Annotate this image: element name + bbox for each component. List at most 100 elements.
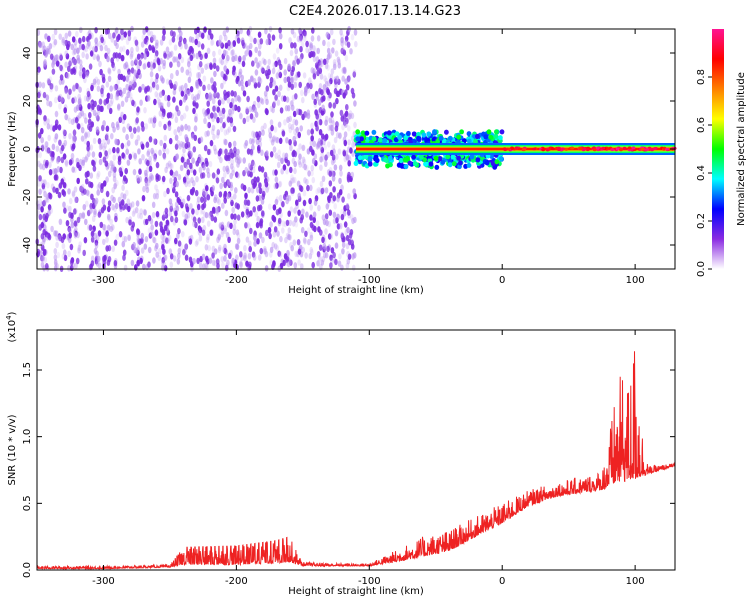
spectrogram-cell [411, 154, 416, 160]
spectrogram-cell [252, 136, 256, 143]
spectrogram-cell [212, 50, 216, 58]
spectrogram-cell [179, 164, 184, 172]
spectrogram-cell [216, 168, 221, 175]
spectrogram-cell [233, 146, 237, 154]
spectrogram-cell [168, 210, 173, 217]
spectrogram-cell [122, 75, 126, 82]
spectrogram-cell [256, 101, 261, 109]
spectrogram-cell [47, 234, 52, 241]
spectrogram-cell [327, 94, 331, 102]
spectrogram-cell [337, 260, 342, 267]
spectrogram-cell [329, 28, 334, 36]
spectrogram-cell [196, 203, 201, 211]
spectrogram-cell [234, 243, 239, 250]
spectrogram-cell [147, 227, 152, 234]
spectrogram-cell [197, 229, 202, 236]
spectrogram-cell [37, 91, 41, 99]
spectrogram-cell [342, 66, 347, 74]
spectrogram-cell [212, 112, 217, 119]
spectrogram-cell [171, 36, 176, 43]
spectrogram-cell [42, 213, 46, 221]
spectrogram-cell [426, 131, 432, 137]
spectrogram-cell [242, 184, 247, 192]
spectrogram-cell [105, 245, 109, 252]
spectrogram-cell [202, 188, 206, 195]
spectrogram-cell [114, 202, 119, 210]
spectrogram-cell [96, 189, 100, 196]
spectrogram-cell [466, 162, 472, 168]
spectrogram-cell [363, 153, 369, 159]
spectrogram-cell [48, 169, 53, 176]
spectrogram-cell [276, 99, 281, 106]
spectrogram-cell [450, 154, 456, 160]
spectrogram-cell [327, 233, 332, 240]
spectrogram-cell [399, 163, 405, 169]
spectrogram-cell [200, 43, 205, 50]
spectrogram-cell [106, 92, 111, 100]
spectrogram-cell [142, 208, 147, 216]
spectrogram-cell [148, 117, 152, 124]
spectrogram-cell [445, 154, 451, 160]
spectrogram-cell [184, 123, 188, 131]
spectrogram-cell [90, 230, 95, 237]
spectrogram-cell [100, 207, 105, 214]
spectrogram-cell [151, 81, 156, 88]
spectrogram-cell [271, 106, 275, 114]
spectrogram-cell [181, 231, 185, 238]
spectrogram-cell [123, 31, 127, 38]
spectrogram-cell [179, 140, 184, 148]
spectrogram-cell [67, 30, 72, 37]
spectrogram-cell [212, 207, 216, 214]
spectrogram-cell [285, 197, 290, 205]
spectrogram-cell [152, 193, 157, 200]
spectrogram-cell [302, 158, 307, 166]
spectrogram-cell [284, 105, 289, 112]
spectrogram-cell [156, 97, 160, 104]
spectrogram-cell [38, 188, 42, 195]
spectrogram-cell [84, 131, 88, 138]
spectrogram-cell [146, 150, 150, 157]
spectrogram-cell [182, 96, 187, 103]
spectrogram-cell [114, 94, 119, 101]
spectrogram-cell [66, 43, 70, 51]
spectrogram-cell [219, 156, 223, 164]
spectrogram-cell [96, 184, 101, 191]
spectrogram-cell [122, 193, 127, 200]
spectrogram-cell [305, 164, 309, 172]
spectrogram-cell [306, 129, 311, 136]
spectrogram-cell [419, 154, 424, 160]
spectrogram-cell [195, 176, 199, 183]
spectrogram-cell [315, 94, 320, 101]
spectrogram-cell [203, 144, 208, 152]
spectrogram-cell [338, 222, 343, 230]
spectrogram-cell [38, 151, 42, 159]
spectrogram-cell [224, 139, 228, 146]
spectrogram-cell [205, 236, 210, 243]
spectrogram-cell [157, 248, 162, 255]
spectrogram-cell [136, 125, 141, 132]
spectrogram-cell [256, 238, 260, 245]
spectrogram-cell [49, 207, 53, 214]
spectrogram-cell [257, 254, 262, 261]
spectrogram-cell [194, 240, 199, 247]
spectrogram-cell [99, 221, 104, 229]
spectrogram-cell [215, 65, 220, 72]
spectrogram-cell [112, 175, 117, 183]
spectrogram-cell [217, 39, 222, 46]
spectrogram-cell [211, 259, 216, 266]
spectrogram-cell [279, 235, 283, 243]
spectrogram-cell [169, 253, 174, 260]
spectrogram-cell [127, 34, 132, 42]
spectrogram-cell [49, 53, 54, 60]
spectrogram-cell [313, 225, 317, 233]
spectrogram-cell [428, 161, 434, 167]
spectrogram-cell [183, 37, 187, 45]
spectrogram-cell [96, 55, 100, 62]
spectrogram-cell [297, 192, 302, 199]
spectrogram-cell [127, 205, 131, 213]
spectrogram-cell [371, 129, 377, 135]
spectrogram-cell [475, 157, 481, 163]
spectrogram-cell [150, 117, 154, 124]
spectrogram-cell [112, 196, 116, 204]
spectrogram-cell [81, 212, 86, 219]
